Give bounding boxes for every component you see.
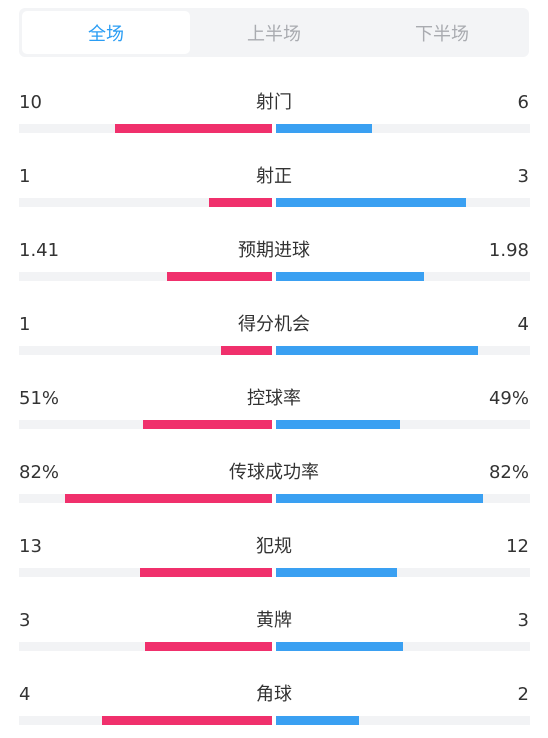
stat-label: 射正 xyxy=(256,166,292,187)
away-bar xyxy=(276,420,400,429)
away-value: 49% xyxy=(488,388,529,409)
period-tabs: 全场 上半场 下半场 xyxy=(19,8,529,57)
away-bar xyxy=(276,494,483,503)
home-bar-track xyxy=(19,494,272,503)
stat-row: 3 黄牌 3 xyxy=(0,609,548,659)
away-bar xyxy=(276,568,397,577)
tab-full-match[interactable]: 全场 xyxy=(22,11,190,54)
home-bar-track xyxy=(19,568,272,577)
home-bar-track xyxy=(19,124,272,133)
home-bar xyxy=(167,272,272,281)
away-bar-track xyxy=(276,642,530,651)
away-bar-track xyxy=(276,272,530,281)
stat-label: 犯规 xyxy=(256,536,292,557)
home-bar-track xyxy=(19,420,272,429)
home-bar-track xyxy=(19,198,272,207)
away-bar-track xyxy=(276,568,530,577)
away-bar-track xyxy=(276,420,530,429)
home-bar-track xyxy=(19,642,272,651)
home-bar xyxy=(143,420,272,429)
away-bar xyxy=(276,642,403,651)
away-value: 2 xyxy=(517,684,529,705)
home-value: 13 xyxy=(19,536,42,557)
home-bar-track xyxy=(19,716,272,725)
home-bar xyxy=(145,642,272,651)
home-bar-track xyxy=(19,272,272,281)
tab-second-half[interactable]: 下半场 xyxy=(415,23,469,45)
away-bar xyxy=(276,124,372,133)
away-bar xyxy=(276,716,359,725)
home-bar xyxy=(115,124,272,133)
away-value: 6 xyxy=(517,92,529,113)
home-bar-track xyxy=(19,346,272,355)
home-bar xyxy=(221,346,272,355)
away-bar-track xyxy=(276,716,530,725)
home-value: 1 xyxy=(19,166,31,187)
stat-row: 1 射正 3 xyxy=(0,165,548,215)
tab-first-half[interactable]: 上半场 xyxy=(247,23,301,45)
away-bar xyxy=(276,198,466,207)
home-bar xyxy=(102,716,272,725)
home-value: 4 xyxy=(19,684,31,705)
home-value: 1.41 xyxy=(19,240,60,261)
stat-row: 10 射门 6 xyxy=(0,91,548,141)
stat-label: 控球率 xyxy=(247,388,301,409)
away-bar-track xyxy=(276,494,530,503)
away-bar-track xyxy=(276,346,530,355)
away-value: 12 xyxy=(506,536,529,557)
away-bar-track xyxy=(276,198,530,207)
away-bar xyxy=(276,272,424,281)
home-value: 82% xyxy=(19,462,60,483)
home-value: 3 xyxy=(19,610,31,631)
away-value: 3 xyxy=(517,166,529,187)
stat-row: 82% 传球成功率 82% xyxy=(0,461,548,511)
stat-row: 1.41 预期进球 1.98 xyxy=(0,239,548,289)
away-value: 82% xyxy=(488,462,529,483)
stat-row: 4 角球 2 xyxy=(0,683,548,733)
home-bar xyxy=(65,494,272,503)
stat-row: 1 得分机会 4 xyxy=(0,313,548,363)
stat-label: 得分机会 xyxy=(238,314,310,335)
home-value: 51% xyxy=(19,388,60,409)
stat-row: 13 犯规 12 xyxy=(0,535,548,585)
away-value: 4 xyxy=(517,314,529,335)
away-value: 1.98 xyxy=(488,240,529,261)
home-bar xyxy=(140,568,272,577)
home-value: 1 xyxy=(19,314,31,335)
stat-label: 预期进球 xyxy=(238,240,310,261)
home-value: 10 xyxy=(19,92,42,113)
stat-label: 角球 xyxy=(256,684,292,705)
stat-row: 51% 控球率 49% xyxy=(0,387,548,437)
stat-label: 传球成功率 xyxy=(229,462,319,483)
home-bar xyxy=(209,198,272,207)
away-bar-track xyxy=(276,124,530,133)
stat-label: 黄牌 xyxy=(256,610,292,631)
away-value: 3 xyxy=(517,610,529,631)
stat-label: 射门 xyxy=(256,92,292,113)
away-bar xyxy=(276,346,478,355)
